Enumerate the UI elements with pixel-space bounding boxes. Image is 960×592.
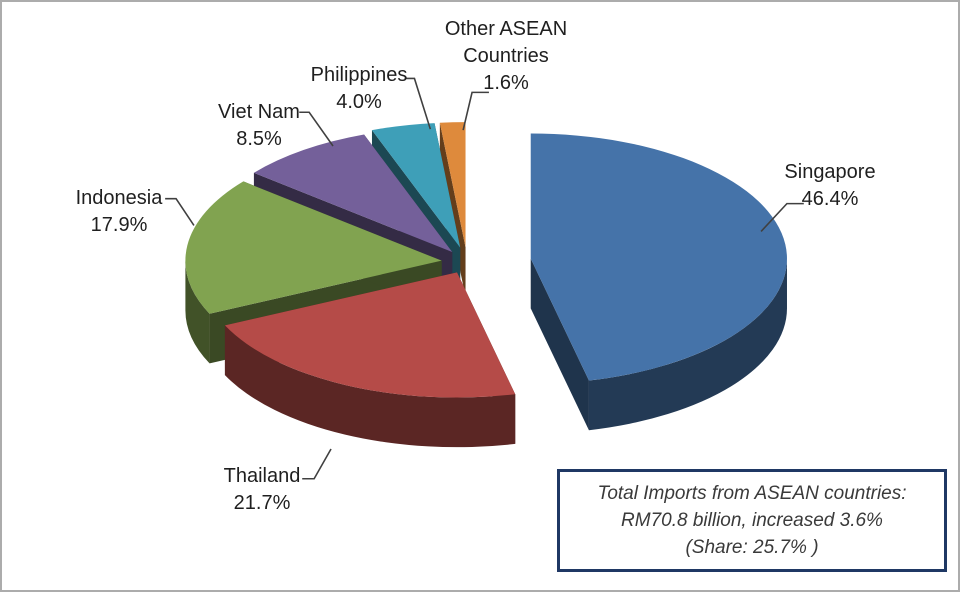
leader-line-philippines bbox=[404, 77, 432, 130]
slice-label-thailand: Thailand 21.7% bbox=[223, 465, 301, 514]
info-box-line-3: (Share: 25.7% ) bbox=[685, 537, 819, 558]
leader-line-viet-nam bbox=[299, 111, 334, 147]
total-imports-info-box: Total Imports from ASEAN countries: RM70… bbox=[557, 469, 947, 572]
slice-singapore-cut-face-end bbox=[530, 258, 589, 431]
slice-label-philippines: Philippines 4.0% bbox=[310, 64, 408, 113]
info-box-line-1: Total Imports from ASEAN countries: bbox=[597, 483, 907, 504]
slice-label-indonesia: Indonesia 17.9% bbox=[75, 187, 163, 236]
leader-line-thailand bbox=[302, 448, 332, 480]
slice-label-other-asean-countries: Other ASEAN Countries 1.6% bbox=[444, 18, 568, 94]
slice-thailand-top bbox=[224, 272, 516, 398]
slice-indonesia-top bbox=[185, 181, 442, 314]
slice-label-singapore: Singapore 46.4% bbox=[784, 161, 876, 210]
slice-other-asean-countries-top bbox=[439, 122, 466, 248]
slice-viet-nam-top bbox=[253, 134, 453, 253]
leader-line-singapore bbox=[760, 202, 804, 232]
slice-singapore-top bbox=[530, 133, 787, 381]
info-box-line-2: RM70.8 billion, increased 3.6% bbox=[621, 510, 883, 531]
slice-indonesia-side-wall bbox=[185, 260, 210, 364]
leader-line-other-asean-countries bbox=[462, 91, 489, 131]
leader-line-indonesia bbox=[165, 197, 195, 226]
slice-singapore-side-wall bbox=[588, 258, 787, 431]
slice-label-viet-nam: Viet Nam 8.5% bbox=[218, 101, 300, 150]
slice-thailand-side-wall bbox=[224, 325, 516, 448]
slice-philippines-top bbox=[371, 123, 461, 248]
